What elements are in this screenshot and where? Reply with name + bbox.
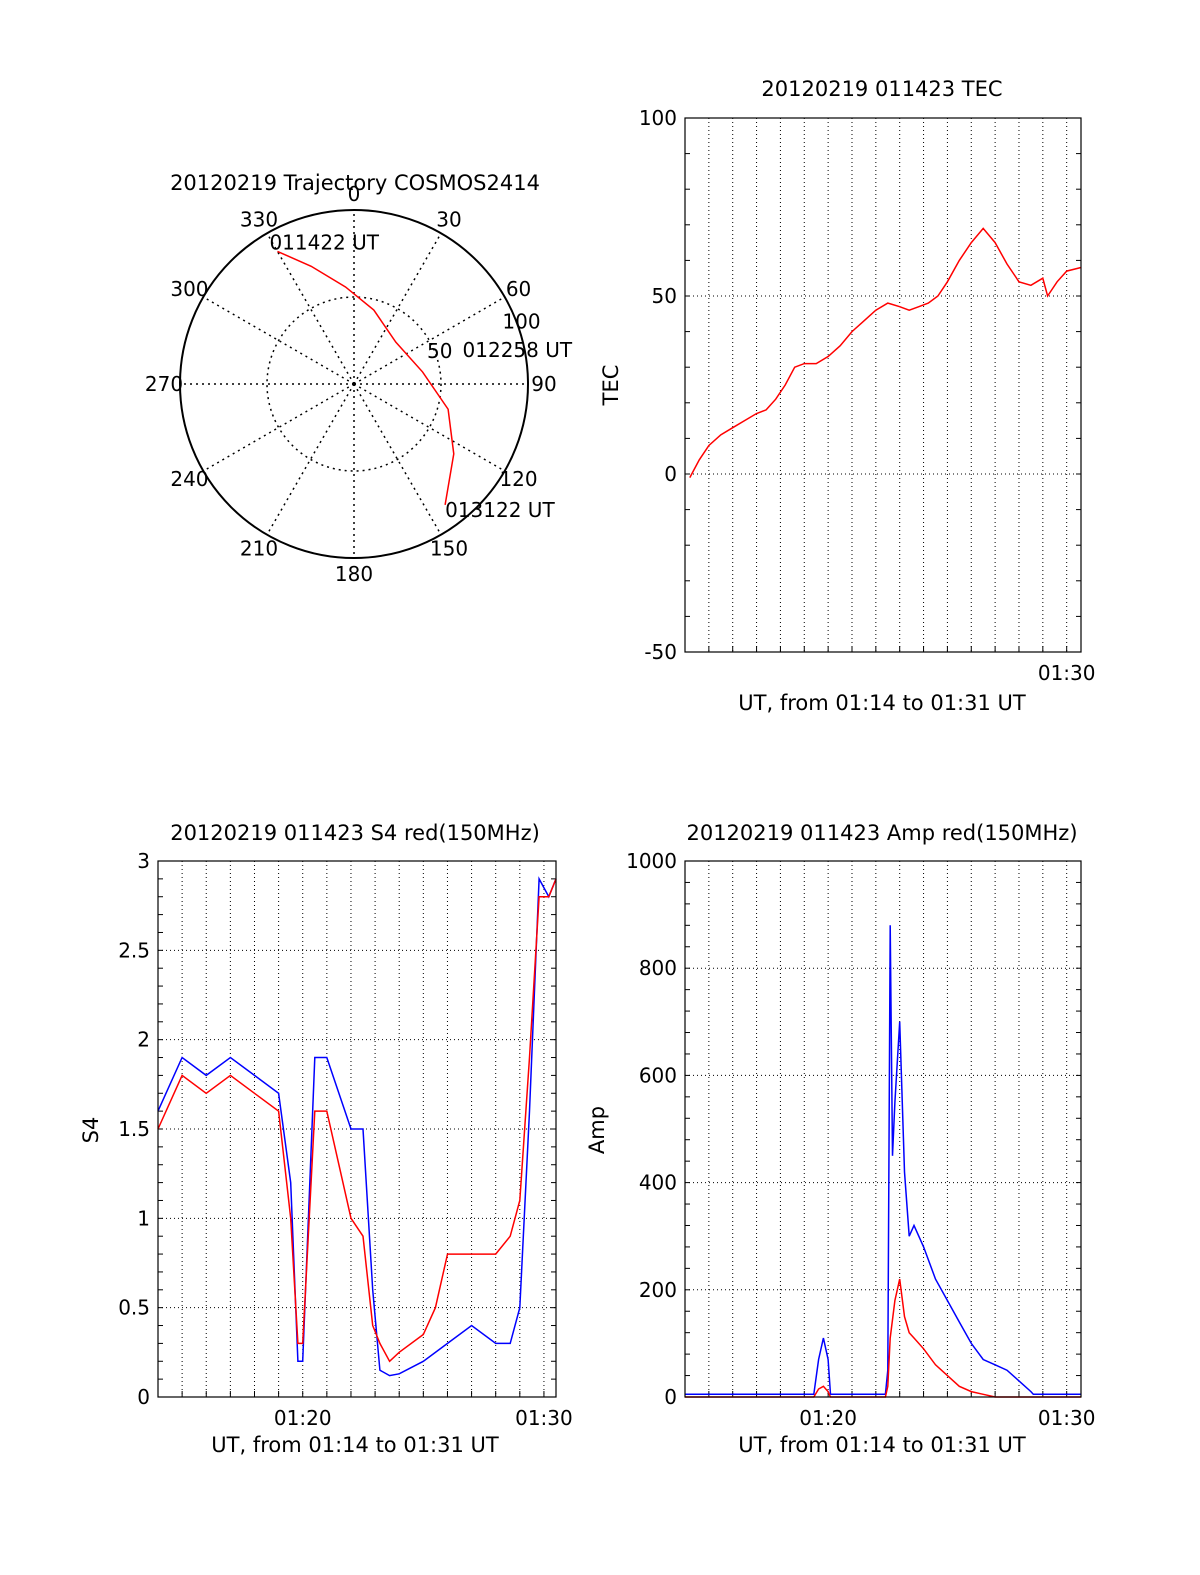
amp-ytick-label: 400: [639, 1171, 677, 1195]
tec-title: 20120219 011423 TEC: [761, 77, 1002, 101]
tec-ylabel: TEC: [599, 365, 623, 407]
s4-ytick-label: 2: [137, 1028, 150, 1052]
polar-angle-labels: 0 30 60 90 120 150 180 210 240 270 300 330: [145, 182, 557, 586]
polar-annotations: 011422 UT 012258 UT 013122 UT: [269, 230, 572, 522]
amp-xlabel: UT, from 01:14 to 01:31 UT: [738, 1433, 1026, 1457]
polar-trajectory: [277, 250, 455, 506]
s4-ytick-label: 1.5: [118, 1117, 150, 1141]
tec-ytick-label: 50: [652, 284, 677, 308]
amp-ytick-label: 800: [639, 956, 677, 980]
polar-radius-labels: 50 100: [427, 309, 541, 363]
polar-spoke: [353, 232, 442, 385]
tec-xlabel: UT, from 01:14 to 01:31 UT: [738, 691, 1026, 715]
polar-spoke: [266, 232, 355, 385]
polar-trajectory-line: [277, 250, 455, 506]
amp-xtick-label: 01:30: [1038, 1406, 1096, 1430]
amp-chart: 20120219 011423 Amp red(150MHz) UT, from…: [585, 821, 1096, 1457]
tec-ytick-label: 0: [664, 462, 677, 486]
amp-ytick-label: 1000: [626, 849, 677, 873]
polar-angle-label: 60: [506, 277, 531, 301]
amp-ylabel: Amp: [585, 1106, 609, 1154]
tec-chart: 20120219 011423 TEC UT, from 01:14 to 01…: [599, 77, 1096, 715]
polar-spoke: [353, 383, 506, 472]
polar-angle-label: 150: [430, 537, 468, 561]
tec-ytick-label: -50: [644, 640, 677, 664]
polar-spoke: [202, 383, 355, 472]
s4-ytick-label: 2.5: [118, 938, 150, 962]
amp-series-1: [685, 1278, 1081, 1398]
amp-ytick-label: 0: [664, 1385, 677, 1409]
s4-chart: 20120219 011423 S4 red(150MHz) UT, from …: [79, 821, 573, 1457]
polar-annotation: 011422 UT: [269, 230, 379, 254]
polar-angle-label: 120: [499, 467, 537, 491]
polar-radius-label: 50: [427, 339, 452, 363]
tec-series-0: [689, 227, 1082, 478]
amp-frame: [684, 860, 1082, 1398]
polar-angle-label: 180: [335, 562, 373, 586]
polar-grid: [179, 209, 529, 559]
amp-series-0: [685, 925, 1081, 1396]
s4-xlabel: UT, from 01:14 to 01:31 UT: [211, 1433, 499, 1457]
polar-spoke: [353, 383, 442, 536]
polar-angle-label: 270: [145, 372, 183, 396]
s4-ytick-label: 0.5: [118, 1296, 150, 1320]
polar-angle-label: 300: [170, 277, 208, 301]
polar-spoke: [266, 383, 355, 536]
trajectory-polar-chart: 20120219 Trajectory COSMOS2414 0 30 60 90 12…: [145, 171, 573, 586]
tec-xtick-label: 01:30: [1038, 661, 1096, 685]
s4-ytick-label: 0: [137, 1385, 150, 1409]
polar-angle-label: 210: [240, 537, 278, 561]
amp-ytick-label: 600: [639, 1063, 677, 1087]
s4-ylabel: S4: [79, 1117, 103, 1144]
polar-inner-circle: [266, 296, 442, 472]
s4-xtick-label: 01:30: [515, 1406, 573, 1430]
s4-ytick-label: 1: [137, 1206, 150, 1230]
tec-frame: [684, 117, 1082, 653]
amp-ytick-label: 200: [639, 1278, 677, 1302]
polar-annotation: 013122 UT: [445, 498, 555, 522]
polar-annotation: 012258 UT: [463, 338, 573, 362]
polar-spoke: [202, 296, 355, 385]
s4-ytick-label: 3: [137, 849, 150, 873]
s4-series-1: [157, 878, 557, 1363]
polar-angle-label: 0: [348, 182, 361, 206]
polar-angle-label: 30: [436, 207, 461, 231]
polar-title: 20120219 Trajectory COSMOS2414: [170, 171, 540, 195]
s4-series-0: [157, 876, 557, 1377]
polar-outer-circle: [179, 209, 529, 559]
polar-angle-label: 330: [240, 207, 278, 231]
polar-radius-label: 100: [502, 309, 540, 333]
polar-angle-label: 90: [531, 372, 556, 396]
s4-xtick-label: 01:20: [274, 1406, 332, 1430]
s4-title: 20120219 011423 S4 red(150MHz): [170, 821, 540, 845]
s4-frame: [157, 860, 557, 1398]
polar-spoke: [353, 296, 506, 385]
tec-ytick-label: 100: [639, 106, 677, 130]
polar-angle-label: 240: [170, 467, 208, 491]
amp-xtick-label: 01:20: [799, 1406, 857, 1430]
amp-title: 20120219 011423 Amp red(150MHz): [686, 821, 1077, 845]
